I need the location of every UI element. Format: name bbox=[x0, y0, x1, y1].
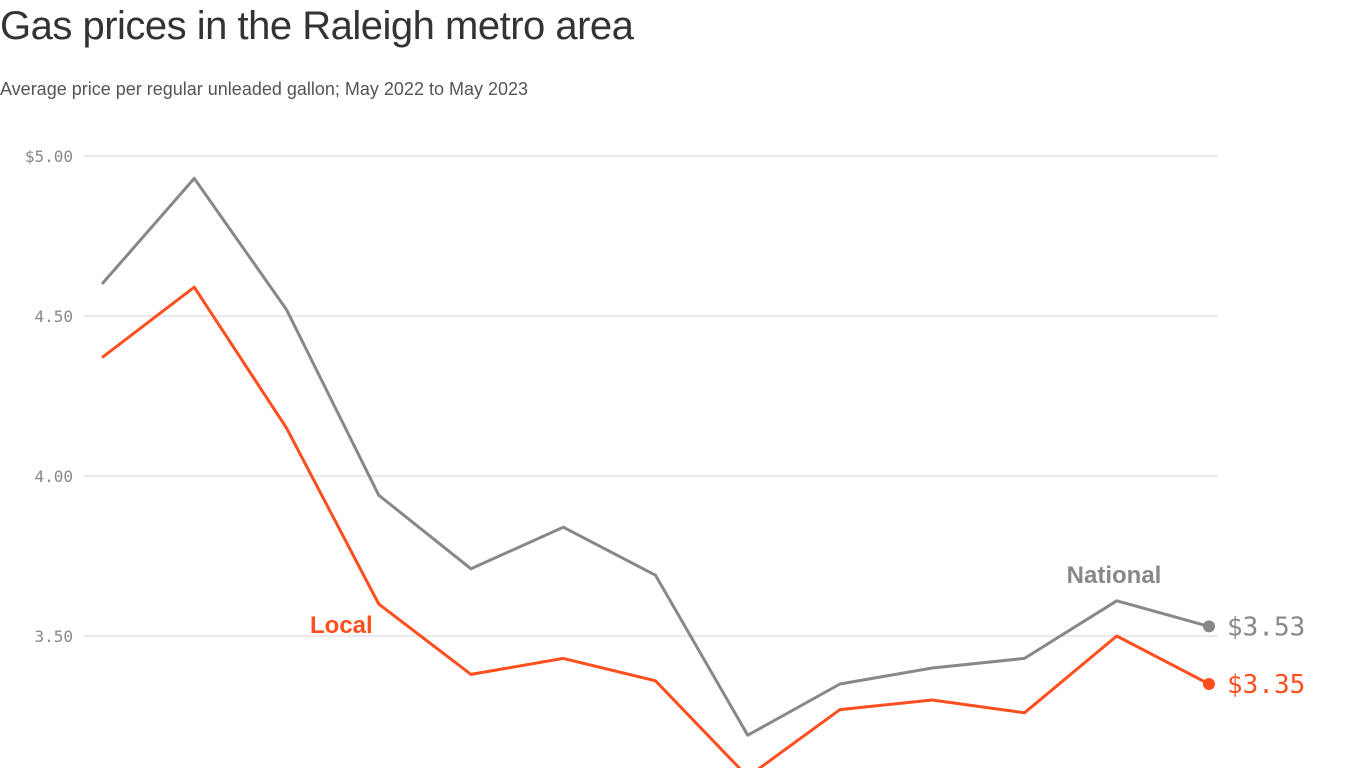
y-tick-label: $5.00 bbox=[25, 147, 73, 166]
end-label-national: $3.53 bbox=[1227, 612, 1305, 642]
end-point-local bbox=[1203, 678, 1215, 690]
series-label-local: Local bbox=[310, 612, 373, 639]
series-lines: $3.53 $3.35 bbox=[100, 176, 1305, 768]
y-tick-label: 4.50 bbox=[34, 307, 73, 326]
end-point-national bbox=[1203, 620, 1215, 633]
y-tick-label: 3.50 bbox=[34, 627, 73, 646]
gridlines: $5.00 4.50 4.00 3.50 bbox=[25, 147, 1218, 646]
series-labels: National Local bbox=[310, 562, 1161, 639]
series-label-national: National bbox=[1067, 562, 1162, 589]
series-line-local bbox=[101, 285, 1210, 768]
series-line-national bbox=[100, 176, 1210, 737]
y-tick-label: 4.00 bbox=[34, 467, 73, 486]
chart-title: Gas prices in the Raleigh metro area bbox=[0, 4, 634, 48]
chart-subtitle: Average price per regular unleaded gallo… bbox=[0, 79, 529, 99]
end-label-local: $3.35 bbox=[1227, 670, 1305, 700]
